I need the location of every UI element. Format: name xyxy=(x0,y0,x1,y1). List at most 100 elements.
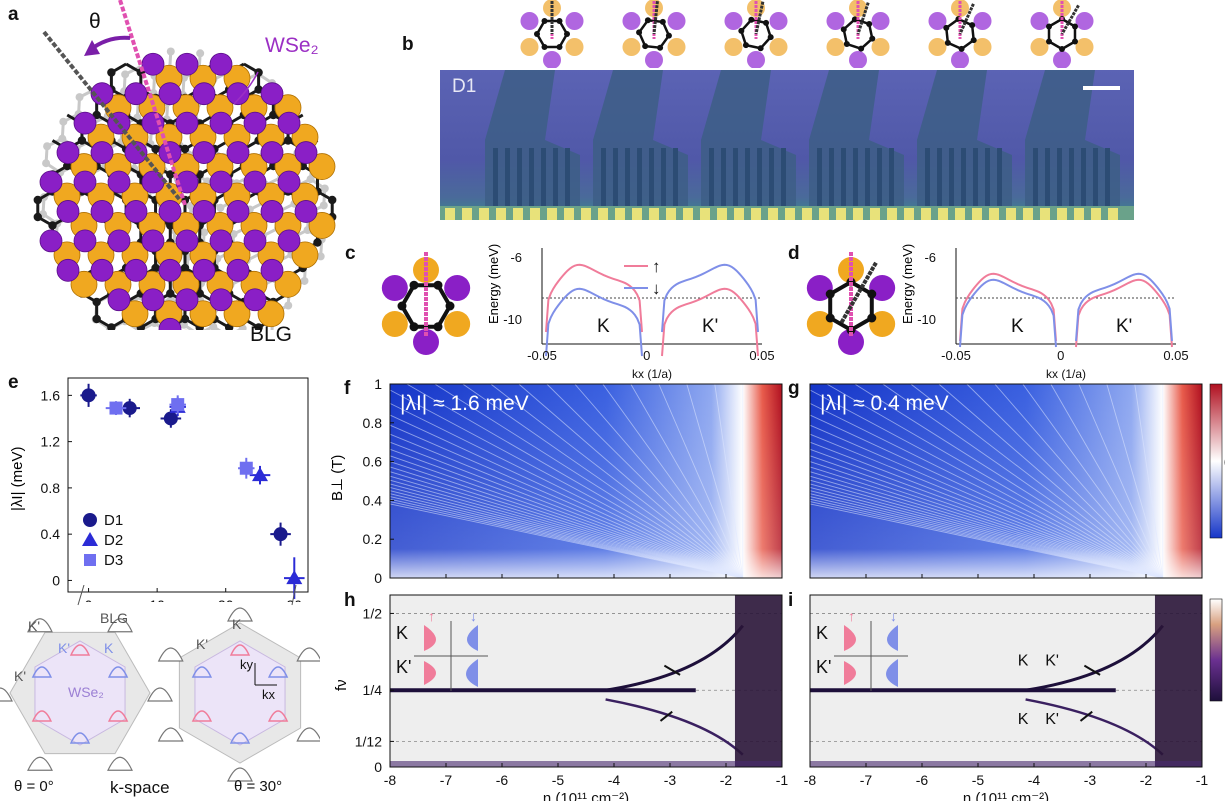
blg-valley xyxy=(147,687,173,702)
fan-line xyxy=(809,461,1163,579)
legend-label: D2 xyxy=(104,532,123,549)
fan-line xyxy=(809,479,1163,579)
map-background xyxy=(390,595,782,767)
valley-K-label: K xyxy=(1011,316,1024,337)
fft-branch-upper xyxy=(605,624,744,692)
contact-pad xyxy=(955,208,965,220)
finger xyxy=(1045,148,1050,213)
data-point xyxy=(109,401,123,415)
x-tick-label: -1 xyxy=(1196,772,1209,788)
x-tick-label: 0.05 xyxy=(749,348,774,363)
fan-line xyxy=(389,414,743,579)
fan-line xyxy=(809,466,1163,579)
contact-pad xyxy=(819,208,829,220)
label-Kp: K' xyxy=(58,640,70,656)
w-atom xyxy=(90,258,114,282)
w-atom xyxy=(141,52,165,76)
x-tick-label: 0 xyxy=(643,348,650,363)
data-point xyxy=(273,527,288,542)
valley-pocket xyxy=(229,644,251,656)
label-kx: kx xyxy=(262,687,276,702)
y-axis-label: B⊥ (T) xyxy=(329,455,346,501)
y-axis-label: |λI| (meV) xyxy=(9,447,26,511)
map-f: 1 0.8 0.6 0.4 0.2 0 B⊥ (T) |λI| ≈ 1.6 meV xyxy=(329,376,783,586)
map-background xyxy=(810,595,1202,767)
x-tick-label: -0.05 xyxy=(527,348,557,363)
label-Kp: K' xyxy=(196,636,208,652)
x-axis-label: n (10¹¹ cm⁻²) xyxy=(543,790,629,801)
annotation-K: K xyxy=(1018,653,1029,670)
rotation-icon xyxy=(1030,0,1094,68)
se-atom xyxy=(70,270,98,298)
y-tick-label: 0.4 xyxy=(41,526,61,542)
valley-pocket xyxy=(267,666,289,678)
inset-K: K xyxy=(816,623,828,643)
w-atom xyxy=(260,82,284,106)
se-atom xyxy=(223,300,251,328)
contact-pad xyxy=(564,208,574,220)
annotation-arrow xyxy=(663,664,681,676)
finger xyxy=(733,148,738,213)
finger xyxy=(745,148,750,213)
spin-up-band xyxy=(1075,278,1173,348)
fan-line xyxy=(826,383,1164,579)
panel-letter-f: f xyxy=(344,378,351,399)
contact-pad xyxy=(496,208,506,220)
finger xyxy=(493,148,498,213)
valley-K-label: K xyxy=(597,316,610,337)
y-tick-label: 1.6 xyxy=(41,387,61,403)
se-atom xyxy=(1030,38,1049,56)
y-tick-label: 1/2 xyxy=(363,605,383,621)
inset-up-arrow: ↑ xyxy=(848,608,855,624)
finger xyxy=(949,148,954,213)
w-atom xyxy=(73,229,97,253)
y-tick-label: 1/4 xyxy=(363,682,383,698)
w-atom xyxy=(124,82,148,106)
fan-line xyxy=(574,383,744,579)
legend-arrow: ↑ xyxy=(652,257,661,276)
w-atom xyxy=(928,12,947,30)
w-atom xyxy=(107,229,131,253)
inset-valley xyxy=(467,625,478,651)
finger xyxy=(997,148,1002,213)
fan-line xyxy=(686,383,744,579)
fan-line xyxy=(658,383,744,579)
fan-line xyxy=(389,448,743,579)
fan-line xyxy=(809,448,1163,579)
finger xyxy=(721,148,726,213)
contact-pad xyxy=(700,208,710,220)
panel-letter-a: a xyxy=(8,4,19,25)
fan-line xyxy=(994,383,1164,579)
legend-marker xyxy=(82,532,98,546)
fan-line xyxy=(714,383,744,579)
finger xyxy=(1033,148,1038,213)
label-ky: ky xyxy=(240,657,254,672)
w-atom xyxy=(747,51,765,68)
fan-line xyxy=(389,441,743,579)
y-tick-label: 0 xyxy=(374,759,382,775)
w-atom xyxy=(951,51,969,68)
colorbar xyxy=(1209,598,1223,702)
se-atom xyxy=(849,0,867,17)
spin-down-band xyxy=(545,287,643,357)
w-atom xyxy=(124,258,148,282)
w-atom xyxy=(175,52,199,76)
contact-pad xyxy=(1057,208,1067,220)
inset-Kp: K' xyxy=(816,657,831,677)
contact-pad xyxy=(598,208,608,220)
annotation-arrow xyxy=(659,710,673,722)
w-atom xyxy=(39,229,63,253)
valley-pocket xyxy=(69,732,91,744)
w-atom xyxy=(141,288,165,312)
inset-valley xyxy=(887,625,898,651)
finger xyxy=(517,148,522,213)
legend-label: D3 xyxy=(104,552,123,569)
fan-line xyxy=(809,483,1163,579)
colorbar-label: Rxx (kΩ) xyxy=(1223,513,1225,568)
se-atom xyxy=(274,270,302,298)
panel-letter-d: d xyxy=(788,243,800,264)
x-tick-label: 0 xyxy=(1057,348,1064,363)
fan-line xyxy=(809,424,1163,579)
contact-pad xyxy=(904,208,914,220)
y-tick-label: -10 xyxy=(503,312,522,327)
